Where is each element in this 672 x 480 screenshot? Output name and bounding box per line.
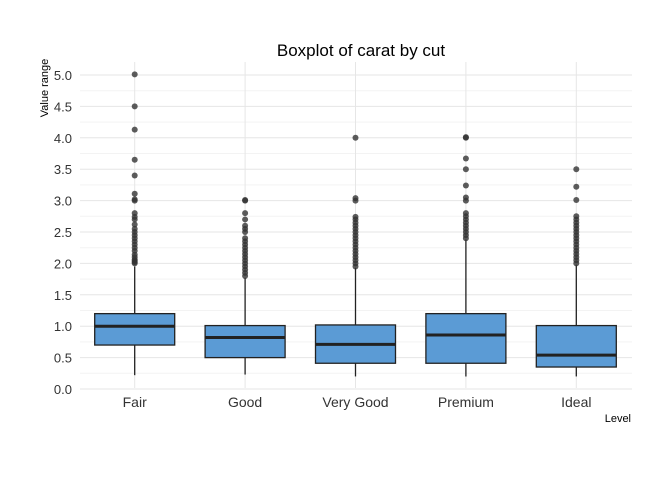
outlier-point [352,195,359,202]
outlier-point [573,183,580,190]
y-tick-label: 3.5 [54,162,72,177]
y-tick-labels: 0.0 0.5 1.0 1.5 2.0 2.5 3.0 3.5 4.0 4.5 5.0 [54,68,72,397]
outlier-point [573,166,580,173]
outlier-point [131,190,138,197]
box-fair [94,71,176,376]
y-tick-label: 1.0 [54,319,72,334]
y-tick-label: 2.5 [54,225,72,240]
outlier-point [573,213,580,220]
outlier-point [462,182,469,189]
outlier-point [462,155,469,162]
x-tick-label: Good [228,394,262,410]
outlier-point [131,71,138,78]
outlier-point [131,221,138,228]
x-tick-label: Ideal [561,394,591,410]
y-tick-label: 0.5 [54,351,72,366]
box-very-good [314,134,397,377]
outlier-point [131,126,138,133]
outlier-point [242,216,249,223]
outlier-point [242,210,249,217]
y-tick-label: 2.0 [54,256,72,271]
box-good [204,196,286,375]
outlier-point [573,196,580,203]
y-tick-label: 4.5 [54,99,72,114]
y-tick-label: 4.0 [54,131,72,146]
outlier-point [352,134,359,141]
outlier-point [462,166,469,173]
y-axis-title: Value range [39,59,51,118]
iqr-box [94,312,176,346]
outlier-point [131,156,138,163]
x-tick-label: Very Good [322,394,388,410]
box-premium [425,134,507,377]
outlier-point [242,235,249,242]
y-tick-label: 5.0 [54,68,72,83]
x-category-labels: Fair Good Very Good Premium Ideal [123,394,592,410]
x-tick-label: Premium [438,394,494,410]
iqr-box [535,324,617,368]
outlier-point [242,196,249,203]
chart-title: Boxplot of carat by cut [277,41,445,60]
box-ideal [535,166,617,377]
y-tick-label: 1.5 [54,288,72,303]
outlier-point [242,222,249,229]
x-tick-label: Fair [123,394,147,410]
outlier-point [131,103,138,110]
y-tick-label: 3.0 [54,194,72,209]
outlier-point [462,194,469,201]
x-axis-title: Level [605,413,631,425]
outlier-point [462,134,469,141]
y-tick-label: 0.0 [54,382,72,397]
outlier-point [131,225,138,232]
outlier-point [352,213,359,220]
outlier-point [131,210,138,217]
iqr-box [425,312,507,364]
boxes-layer [94,71,617,377]
outlier-point [131,196,138,203]
iqr-box [204,324,286,359]
outlier-point [462,210,469,217]
outlier-point [131,172,138,179]
